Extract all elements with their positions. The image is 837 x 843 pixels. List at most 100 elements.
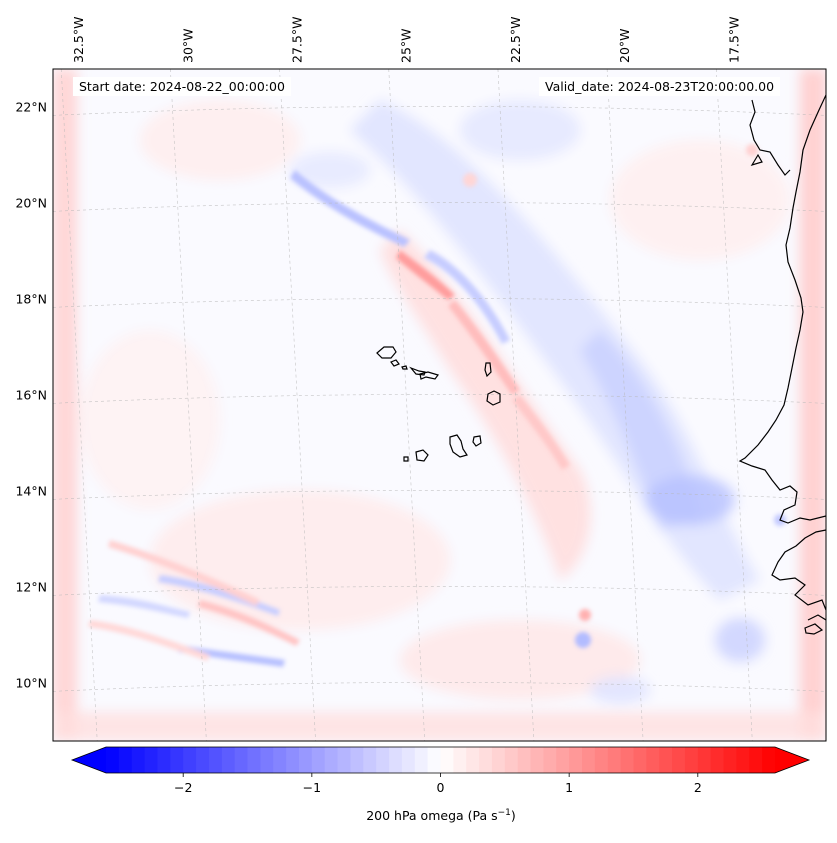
cape-verde-islands xyxy=(376,346,501,462)
colorbar-tick-label: 1 xyxy=(565,780,573,795)
colorbar-cell xyxy=(736,747,750,773)
colorbar-ticks: −2 −1 0 1 2 xyxy=(174,773,702,795)
longitude-labels: 32.5°W 30°W 27.5°W 25°W 22.5°W 20°W 17.5°W xyxy=(71,17,741,63)
colorbar-cell xyxy=(453,747,467,773)
colorbar-cell xyxy=(414,747,429,773)
colorbar-cell xyxy=(183,747,197,773)
lat-tick-label: 22°N xyxy=(15,99,47,114)
start-date-label: Start date: 2024-08-22_00:00:00 xyxy=(73,77,291,96)
meridian-line xyxy=(497,69,535,741)
colorbar-label-exponent: −1 xyxy=(497,808,511,818)
colorbar-cell xyxy=(208,747,223,773)
lon-tick-label: 30°W xyxy=(180,28,195,63)
colorbar-cell xyxy=(607,747,622,773)
colorbar-cell xyxy=(311,747,326,773)
colorbar-cell xyxy=(491,747,506,773)
colorbar-cell xyxy=(530,747,545,773)
colorbar-cell xyxy=(504,747,519,773)
colorbar-cell xyxy=(440,747,454,773)
island-santiago xyxy=(449,434,468,458)
island-sao-nicolau xyxy=(409,366,426,376)
island-santa-luzia xyxy=(401,365,408,370)
island-boa-vista xyxy=(486,390,501,406)
colorbar-extend-low xyxy=(72,747,106,773)
lat-tick-label: 18°N xyxy=(15,291,47,306)
lat-tick-label: 20°N xyxy=(15,195,47,210)
lat-tick-label: 12°N xyxy=(15,579,47,594)
colorbar-tick-label: 2 xyxy=(694,780,702,795)
colorbar-cell xyxy=(363,747,377,773)
parallel-line xyxy=(53,298,826,308)
colorbar-cell xyxy=(144,747,159,773)
colorbar-cell xyxy=(337,747,352,773)
colorbar-cell xyxy=(697,747,712,773)
meridian-line xyxy=(279,69,316,741)
colorbar-cell xyxy=(710,747,725,773)
lat-tick-label: 10°N xyxy=(15,675,47,690)
colorbar-cell xyxy=(646,747,660,773)
gridlines xyxy=(53,69,826,741)
meridian-line xyxy=(170,69,207,741)
colorbar-tick-label: 0 xyxy=(437,780,445,795)
colorbar-cell xyxy=(234,747,249,773)
colorbar-cell xyxy=(723,747,738,773)
meridian-line xyxy=(715,69,753,741)
colorbar-cell xyxy=(196,747,210,773)
colorbar-cell xyxy=(684,747,699,773)
colorbar-cell xyxy=(594,747,609,773)
colorbar-cell xyxy=(620,747,635,773)
colorbar-cell xyxy=(517,747,532,773)
colorbar-cell xyxy=(324,747,339,773)
island-maio xyxy=(472,435,482,447)
colorbar-cell xyxy=(569,747,583,773)
colorbar-cell xyxy=(556,747,570,773)
island-sal xyxy=(484,362,492,378)
island-sao-nicolau-east xyxy=(419,371,439,380)
colorbar-cell xyxy=(762,747,776,773)
lon-tick-label: 20°W xyxy=(617,28,632,63)
colorbar-cell xyxy=(376,747,390,773)
lon-tick-label: 17.5°W xyxy=(726,17,741,63)
latitude-labels: 22°N 20°N 18°N 16°N 14°N 12°N 10°N xyxy=(15,99,47,690)
colorbar-cell xyxy=(157,747,171,773)
island-santo-antao xyxy=(376,346,397,359)
colorbar-cell xyxy=(298,747,313,773)
colorbar-label-tail: ) xyxy=(510,808,516,824)
colorbar-cell xyxy=(427,747,442,773)
lat-tick-label: 16°N xyxy=(15,387,47,402)
lon-tick-label: 22.5°W xyxy=(508,17,523,63)
colorbar-cell xyxy=(659,747,673,773)
parallel-line xyxy=(53,106,826,116)
colorbar-cell xyxy=(260,747,274,773)
parallel-line xyxy=(53,394,826,404)
meridian-line xyxy=(606,69,644,741)
colorbar-cell xyxy=(672,747,686,773)
valid-date-label: Valid_date: 2024-08-23T20:00:00.00 xyxy=(539,77,781,96)
lon-tick-label: 32.5°W xyxy=(71,17,86,63)
colorbar: −2 −1 0 1 2 xyxy=(70,746,811,795)
colorbar-cell xyxy=(479,747,493,773)
lon-tick-label: 27.5°W xyxy=(290,17,305,63)
island-sao-vicente xyxy=(390,359,400,367)
colorbar-cell xyxy=(170,747,184,773)
parallel-line xyxy=(53,490,826,500)
colorbar-cells xyxy=(72,747,809,773)
lat-tick-label: 14°N xyxy=(15,483,47,498)
colorbar-cell xyxy=(466,747,480,773)
island-fogo xyxy=(415,449,429,462)
colorbar-tick-label: −2 xyxy=(174,780,192,795)
omega-field xyxy=(53,69,826,741)
colorbar-cell xyxy=(106,747,120,773)
colorbar-cell xyxy=(749,747,763,773)
parallel-line xyxy=(53,682,826,692)
parallel-line xyxy=(53,202,826,212)
colorbar-cell xyxy=(389,747,403,773)
colorbar-cell xyxy=(118,747,133,773)
parallel-line xyxy=(53,586,826,596)
colorbar-label-main: 200 hPa omega (Pa s xyxy=(366,808,498,824)
island-brava xyxy=(403,456,409,462)
colorbar-cell xyxy=(221,747,236,773)
colorbar-tick-label: −1 xyxy=(303,780,321,795)
